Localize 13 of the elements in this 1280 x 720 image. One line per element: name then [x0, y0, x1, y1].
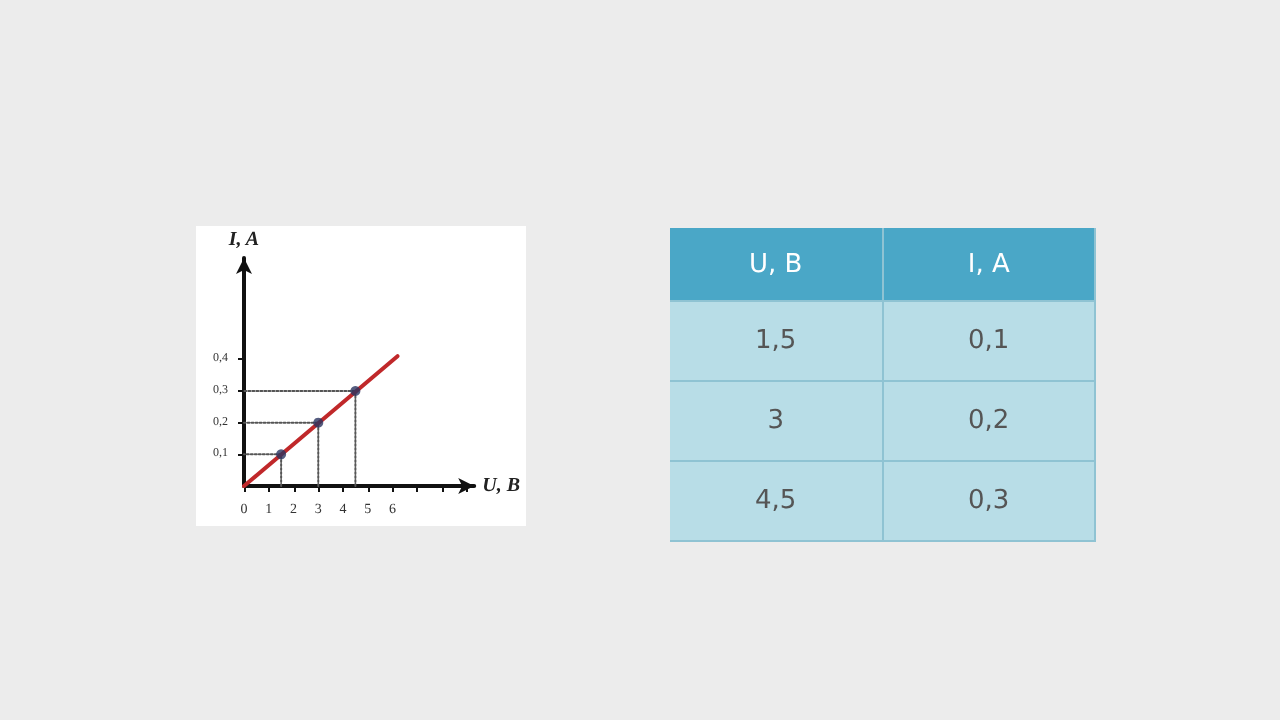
- point: [276, 449, 287, 460]
- point: [350, 386, 361, 396]
- text: 0,1: [882, 301, 1095, 381]
- point: [313, 417, 324, 428]
- text: 0,3: [882, 461, 1095, 541]
- text: 1,5: [670, 301, 883, 381]
- x-axis-title: U, B: [482, 475, 521, 497]
- text: I, A: [882, 228, 1095, 301]
- y-axis-title: I, A: [226, 229, 260, 251]
- text: 3: [670, 381, 883, 461]
- text: 0,2: [882, 381, 1095, 461]
- text: U, B: [670, 228, 883, 301]
- text: 4,5: [670, 461, 883, 541]
